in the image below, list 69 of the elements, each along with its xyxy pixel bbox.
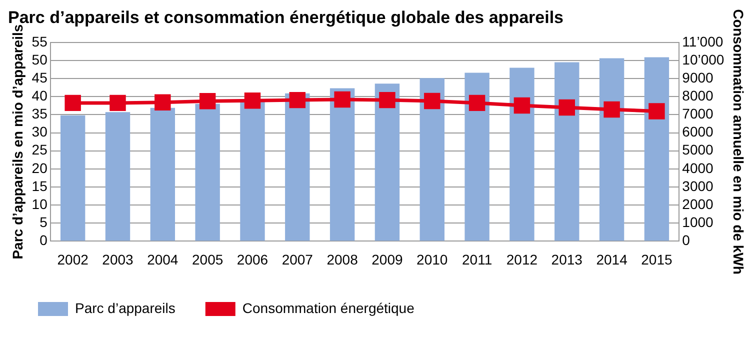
x-tick-label: 2010 [416, 251, 448, 268]
point [648, 103, 665, 120]
y-tick-label: 35 [32, 106, 48, 122]
bar [285, 93, 310, 241]
x-tick-label: 2013 [551, 251, 583, 268]
x-tick-label: 2015 [641, 251, 672, 268]
y2-tick-label: 10’000 [682, 51, 724, 68]
bar [644, 57, 670, 241]
bar [464, 72, 490, 241]
point [244, 92, 261, 109]
point [289, 92, 306, 108]
bar [150, 108, 176, 241]
y2-tick-label: 11’000 [682, 33, 724, 50]
y-tick-label: 25 [32, 142, 48, 158]
point [558, 99, 575, 116]
y2-tick-label: 5000 [682, 142, 714, 158]
point [379, 92, 396, 108]
point [334, 91, 350, 108]
y2-tick-label: 7000 [682, 106, 714, 122]
point [604, 101, 620, 118]
point [154, 94, 171, 111]
x-tick-label: 2009 [372, 251, 404, 268]
y2-tick-label: 1000 [682, 214, 714, 230]
y2-tick-label: 6000 [682, 124, 714, 140]
legend-label: Parc d’appareils [75, 300, 176, 316]
x-tick-label: 2002 [57, 251, 89, 268]
y2-axis-title: Consommation annuelle en mio de kWh [730, 9, 747, 274]
point [110, 94, 126, 112]
x-tick-label: 2012 [506, 251, 538, 268]
y-tick-label: 55 [32, 33, 48, 50]
x-tick-label: 2003 [102, 251, 134, 268]
y-axis-title: Parc d’appareils en mio d’appareils [9, 24, 26, 260]
x-tick-label: 2011 [462, 251, 492, 268]
bar [599, 58, 624, 241]
x-tick-label: 2007 [282, 251, 314, 268]
y-tick-label: 50 [32, 51, 48, 68]
bar [420, 78, 444, 241]
bar [60, 115, 86, 241]
point [64, 94, 81, 112]
y-tick-label: 5 [40, 214, 48, 230]
y2-tick-label: 2000 [682, 196, 714, 212]
y-tick-label: 0 [40, 232, 48, 248]
y2-tick-label: 8000 [682, 87, 714, 104]
bar [510, 68, 534, 241]
y-tick-label: 40 [32, 87, 48, 104]
point [424, 92, 440, 110]
x-tick-label: 2006 [236, 251, 268, 268]
point [468, 94, 486, 112]
bar [105, 112, 130, 241]
bar [374, 84, 400, 241]
y-tick-label: 30 [32, 124, 48, 140]
point [199, 93, 216, 110]
legend-label: Consommation énergétique [242, 300, 415, 316]
x-tick-label: 2004 [147, 251, 178, 268]
y2-tick-label: 4000 [682, 160, 714, 176]
y-tick-label: 15 [32, 178, 48, 194]
bar [554, 62, 580, 241]
point [514, 97, 530, 114]
bar [195, 104, 220, 241]
y-tick-label: 20 [32, 160, 48, 176]
x-tick-label: 2005 [192, 251, 224, 268]
bar [330, 88, 355, 241]
y-tick-label: 10 [32, 196, 48, 212]
y-tick-label: 45 [32, 69, 48, 86]
y2-tick-label: 9000 [682, 69, 714, 86]
y2-tick-label: 0 [682, 232, 690, 248]
x-tick-label: 2014 [596, 251, 628, 268]
x-tick-label: 2008 [326, 251, 358, 268]
y2-tick-label: 3000 [682, 178, 714, 194]
